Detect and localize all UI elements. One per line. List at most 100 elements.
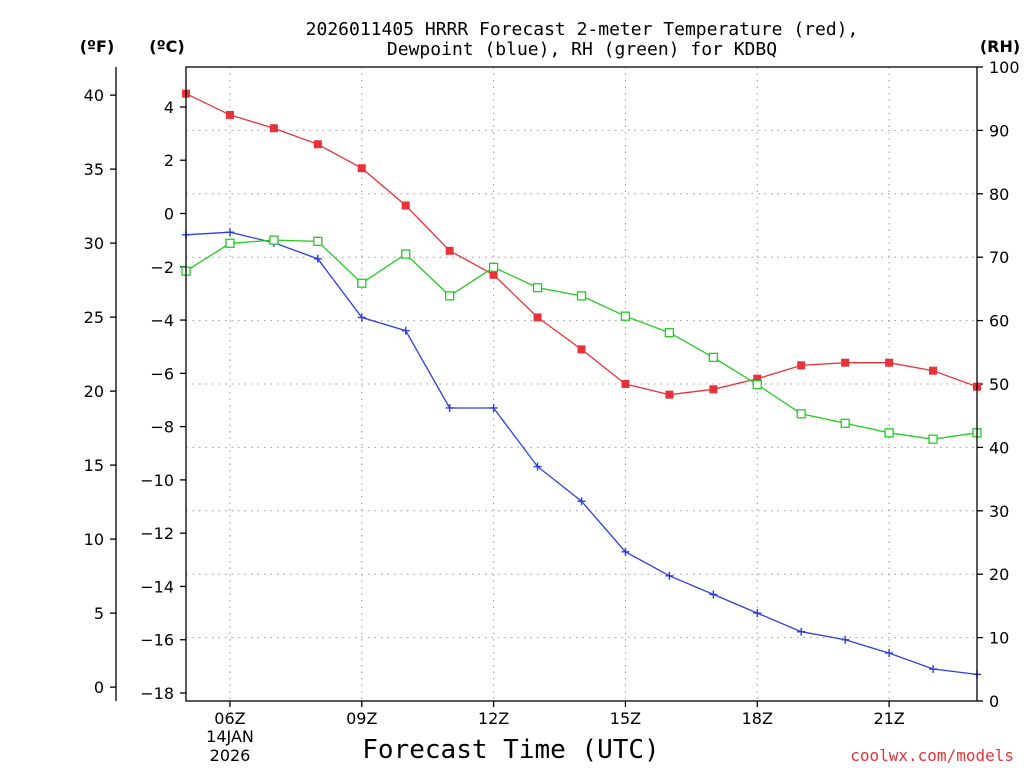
rh-point (445, 291, 455, 301)
fahrenheit-tick-label: 20 (84, 382, 104, 401)
fahrenheit-axis-unit: (ºF) (80, 37, 115, 56)
dewpoint-point (313, 254, 322, 263)
dewpoint-point (753, 609, 762, 618)
rh-point (269, 235, 279, 245)
rh-point (840, 418, 850, 428)
dewpoint-point (533, 462, 542, 471)
dewpoint-point (357, 313, 366, 322)
rh-point (664, 327, 675, 338)
temperature-point (797, 361, 806, 370)
temperature-point (401, 201, 410, 210)
rh-axis-unit: (RH) (980, 37, 1020, 56)
temperature-point (753, 374, 762, 383)
fahrenheit-tick-label: 25 (84, 308, 104, 327)
rh-point (928, 434, 938, 444)
chart-title-line1: 2026011405 HRRR Forecast 2-meter Tempera… (306, 19, 859, 40)
fahrenheit-tick-label: 10 (84, 530, 104, 549)
rh-point (357, 278, 367, 288)
x-axis: 06Z 09Z 12Z 15Z 18Z 21Z (214, 701, 905, 728)
temperature-point (621, 380, 630, 388)
dewpoint-point (929, 665, 938, 674)
rh-point (488, 262, 499, 272)
dewpoint-point (401, 326, 410, 335)
celsius-tick-label: −16 (140, 631, 174, 650)
temperature-point (357, 164, 366, 173)
celsius-tick-label: 4 (164, 98, 174, 117)
dewpoint-point (709, 590, 718, 599)
temperature-point (929, 366, 938, 375)
dewpoint-point (489, 403, 498, 412)
celsius-tick-label: −18 (140, 684, 174, 703)
dewpoint-point (841, 635, 850, 644)
rh-tick-label: 40 (989, 438, 1009, 457)
temperature-point (577, 345, 586, 354)
temperature-point (225, 110, 234, 119)
dewpoint-point (577, 497, 586, 506)
rh-tick-label: 60 (989, 312, 1009, 331)
temperature-point (313, 140, 322, 149)
celsius-tick-label: −6 (150, 364, 174, 383)
celsius-tick-label: −12 (140, 524, 174, 543)
x-tick-label: 09Z (346, 709, 377, 728)
celsius-axis: 4 2 0 −2 −4 −6 −8 −10 −12 −14 −16 −18 (140, 98, 186, 703)
x-tick-label: 15Z (610, 709, 641, 728)
temperature-point (709, 385, 718, 394)
rh-tick-label: 90 (989, 121, 1009, 140)
rh-tick-label: 30 (989, 502, 1009, 521)
celsius-tick-label: 2 (164, 151, 174, 170)
celsius-tick-label: 0 (164, 205, 174, 224)
dewpoint-point (621, 547, 630, 556)
dewpoint-point (445, 403, 454, 412)
dewpoint-point (797, 627, 806, 636)
x-tick-label: 06Z (214, 709, 245, 728)
celsius-tick-label: −4 (150, 311, 174, 330)
temperature-point (533, 313, 542, 322)
fahrenheit-tick-label: 15 (84, 456, 104, 475)
credit-label: coolwx.com/models (850, 746, 1014, 765)
plot-area-frame (185, 66, 978, 702)
celsius-axis-unit: (ºC) (149, 37, 184, 56)
fahrenheit-tick-label: 5 (94, 604, 104, 623)
rh-tick-label: 80 (989, 185, 1009, 204)
celsius-tick-label: −8 (150, 418, 174, 437)
temperature-point (445, 246, 454, 255)
data-series (181, 89, 982, 679)
rh-tick-label: 0 (989, 692, 999, 711)
rh-tick-label: 10 (989, 629, 1009, 648)
x-tick-label: 18Z (742, 709, 773, 728)
rh-tick-label: 50 (989, 375, 1009, 394)
fahrenheit-axis: 40 35 30 25 20 15 10 5 0 (84, 86, 116, 697)
dewpoint-point (665, 571, 674, 580)
dewpoint-point (885, 649, 894, 658)
fahrenheit-tick-label: 40 (84, 86, 104, 105)
dewpoint-point (225, 228, 234, 237)
fahrenheit-tick-label: 35 (84, 160, 104, 179)
rh-tick-label: 20 (989, 565, 1009, 584)
fahrenheit-tick-label: 0 (94, 678, 104, 697)
rh-point (532, 282, 543, 293)
temperature-point (269, 124, 278, 133)
date-line2: 2026 (210, 746, 251, 765)
x-tick-label: 21Z (873, 709, 904, 728)
celsius-tick-label: −2 (150, 258, 174, 277)
celsius-tick-label: −14 (140, 577, 174, 596)
temperature-point (885, 358, 894, 367)
chart-title-line2: Dewpoint (blue), RH (green) for KDBQ (387, 39, 777, 60)
x-tick-label: 12Z (478, 709, 509, 728)
rh-tick-label: 100 (989, 58, 1020, 77)
rh-point (313, 236, 323, 247)
temperature-point (665, 390, 674, 399)
rh-point (401, 249, 411, 259)
rh-point (225, 238, 235, 248)
date-line1: 14JAN (206, 727, 254, 746)
temperature-point (489, 270, 498, 279)
rh-series (181, 235, 982, 444)
rh-point (620, 311, 631, 321)
celsius-tick-label: −10 (140, 471, 174, 490)
rh-point (752, 379, 762, 390)
rh-point (796, 409, 806, 419)
x-axis-label: Forecast Time (UTC) (362, 735, 659, 765)
fahrenheit-tick-label: 30 (84, 234, 104, 253)
rh-point (708, 352, 718, 363)
